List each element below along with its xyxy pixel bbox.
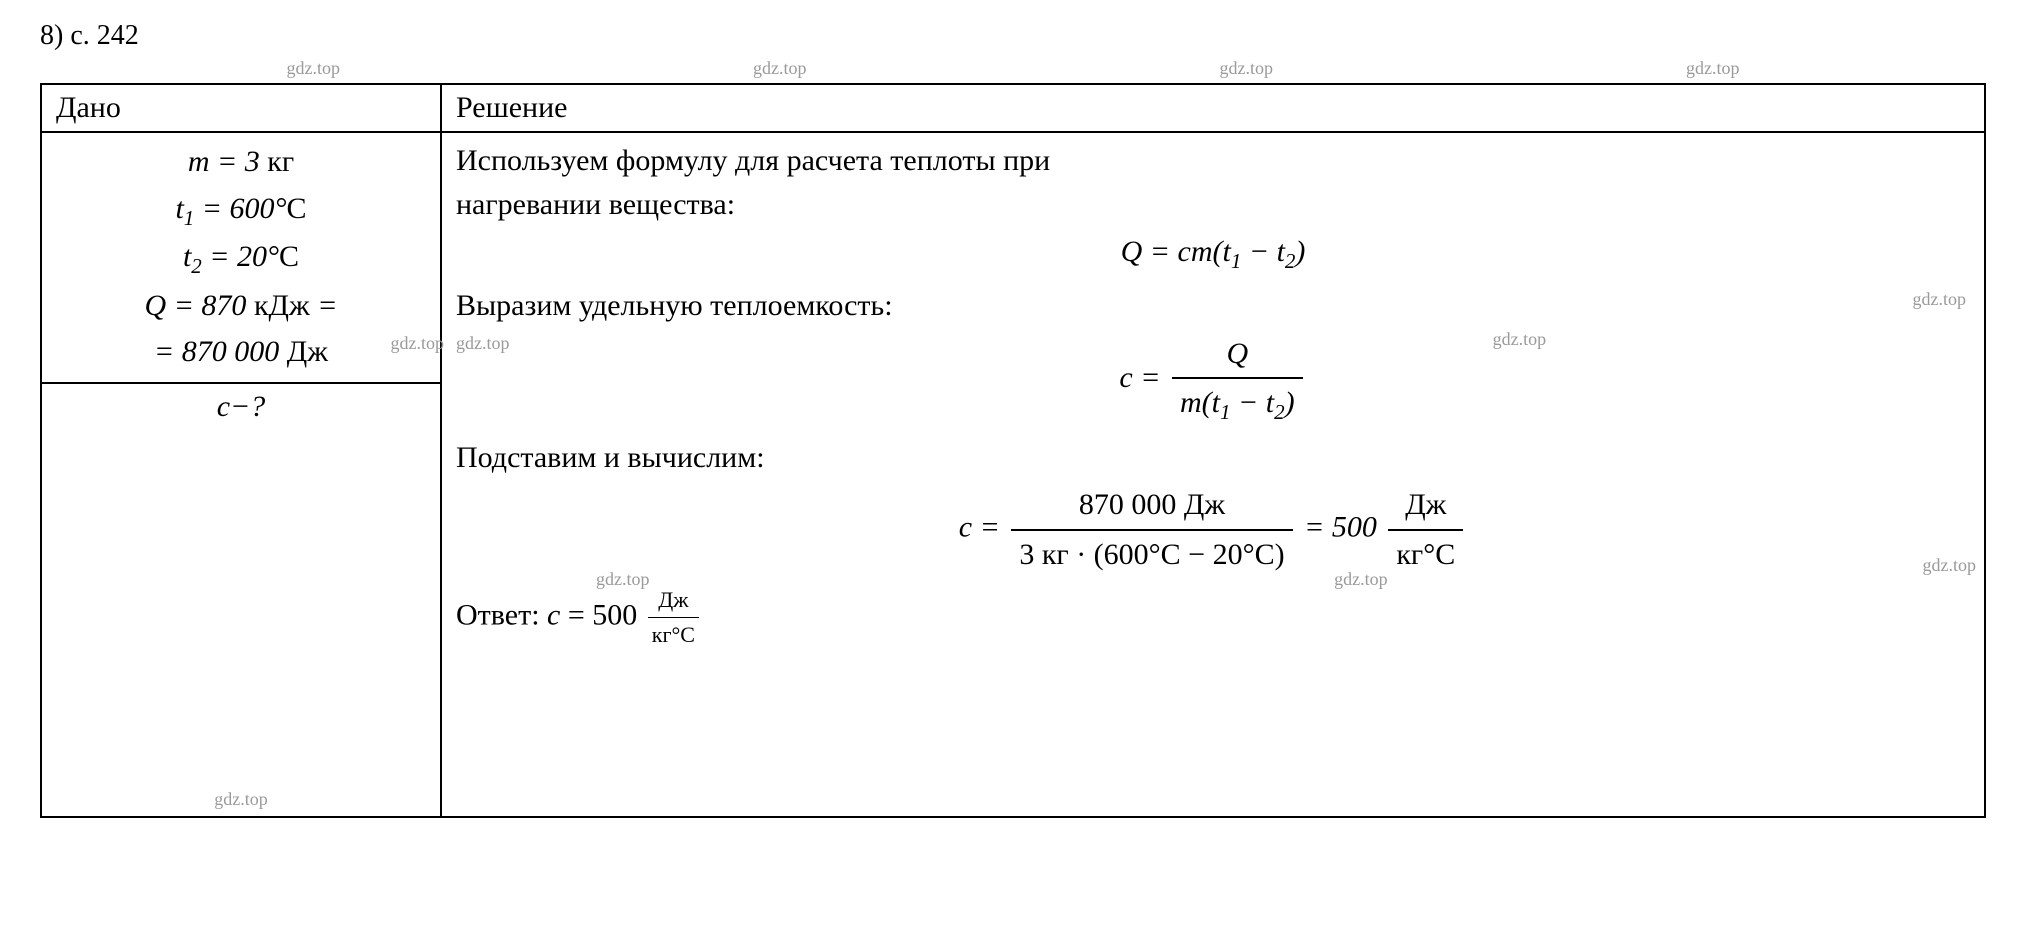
answer-label: Ответ: [456,599,547,632]
find-expr: c−? [217,390,266,423]
problem-table: Дано Решение m = 3 кг t1 = 600°С t2 = 20… [40,83,1986,818]
given-values-cell: m = 3 кг t1 = 600°С t2 = 20°С Q = 870 кД… [41,132,441,817]
watermark-row-top: gdz.top gdz.top gdz.top gdz.top [40,58,1986,83]
given-t1: t1 = 600°С [56,186,426,235]
watermark: gdz.top [1913,286,1967,312]
watermark: gdz.top [596,566,650,592]
table-row: m = 3 кг t1 = 600°С t2 = 20°С Q = 870 кД… [41,132,1985,817]
answer-line: Ответ: c = 500 Дж кг°С gdz.top gdz.top [456,584,1970,651]
solution-text: Выразим удельную теплоемкость: [456,289,893,322]
watermark: gdz.top [214,789,268,810]
watermark: gdz.top [547,58,1014,79]
solution-body-cell: Используем формулу для расчета теплоты п… [441,132,1985,817]
given-header-cell: Дано [41,84,441,132]
watermark: gdz.top [1923,552,1977,578]
solution-header-cell: Решение [441,84,1985,132]
watermark: gdz.top [391,330,445,358]
watermark: gdz.top [1480,58,1947,79]
table-row: Дано Решение [41,84,1985,132]
given-q2: = 870 000 Дж [56,329,426,376]
given-m: m = 3 кг [56,139,426,186]
solution-text: нагревании вещества: [456,183,1970,227]
solution-label: Решение [456,91,567,124]
equation-1: Q = cm(t1 − t2) [456,230,1970,276]
given-label: Дано [56,91,121,124]
watermark: gdz.top [80,58,547,79]
watermark: gdz.top [1493,326,1547,352]
solution-text: Используем формулу для расчета теплоты п… [456,139,1970,183]
watermark: gdz.top [1334,566,1388,592]
watermark: gdz.top [1013,58,1480,79]
equation-3: c = 870 000 Дж 3 кг · (600°С − 20°С) = 5… [456,483,1970,576]
given-t2: t2 = 20°С [56,234,426,283]
watermark: gdz.top [456,330,510,356]
solution-text: Подставим и вычислим: [456,436,1970,480]
equation-2: gdz.top c = Q m(t1 − t2) gdz.top [456,332,1970,428]
page-reference: 8) с. 242 [40,20,1986,52]
given-q1: Q = 870 кДж = [56,283,426,330]
